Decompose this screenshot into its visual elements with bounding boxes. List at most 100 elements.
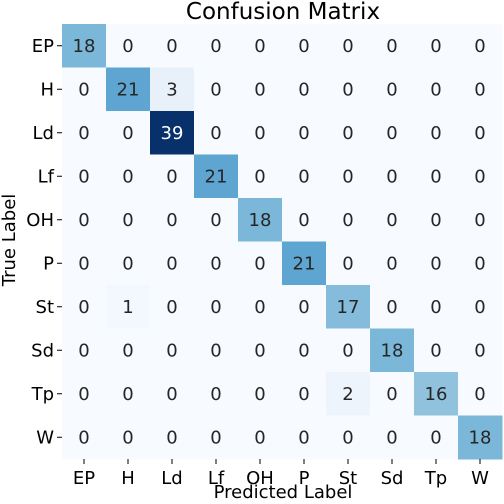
heatmap-cell bbox=[150, 154, 195, 199]
cell-value-label: 0 bbox=[122, 123, 133, 144]
heatmap-cell bbox=[194, 111, 239, 155]
y-tick-label: H bbox=[40, 79, 54, 100]
cell-value-label: 0 bbox=[298, 384, 309, 405]
cell-value-label: 0 bbox=[210, 340, 221, 361]
cell-value-label: 0 bbox=[210, 297, 221, 318]
heatmap-cell bbox=[370, 285, 415, 329]
x-axis-label: Predicted Label bbox=[214, 482, 353, 503]
heatmap-cell bbox=[194, 67, 239, 112]
cell-value-label: 0 bbox=[298, 210, 309, 231]
cell-value-label: 0 bbox=[122, 340, 133, 361]
x-tick-label: Sd bbox=[381, 468, 404, 489]
cell-value-label: 0 bbox=[430, 427, 441, 448]
heatmap-cell bbox=[62, 154, 107, 199]
cell-value-label: 21 bbox=[293, 253, 316, 274]
heatmap-cell bbox=[414, 198, 459, 242]
heatmap-cell bbox=[326, 415, 371, 460]
heatmap-cell bbox=[282, 111, 327, 155]
heatmap-cell bbox=[238, 328, 283, 373]
cell-value-label: 0 bbox=[210, 79, 221, 100]
heatmap-cell bbox=[194, 24, 239, 68]
cell-value-label: 0 bbox=[122, 210, 133, 231]
cell-value-label: 0 bbox=[342, 210, 353, 231]
heatmap-cell bbox=[414, 24, 459, 68]
cell-value-label: 0 bbox=[430, 36, 441, 57]
heatmap-cell bbox=[458, 241, 503, 286]
x-tick-label: Lf bbox=[208, 468, 225, 489]
heatmap-cell bbox=[282, 24, 327, 68]
heatmap-cell bbox=[458, 111, 503, 155]
cell-value-label: 0 bbox=[166, 166, 177, 187]
heatmap-cell bbox=[194, 154, 239, 199]
heatmap-cell bbox=[62, 285, 107, 329]
heatmap-cell bbox=[326, 154, 371, 199]
heatmap-cell bbox=[458, 328, 503, 373]
heatmap-cell bbox=[282, 415, 327, 460]
cell-value-label: 0 bbox=[166, 384, 177, 405]
heatmap-cell bbox=[370, 67, 415, 112]
cell-value-label: 0 bbox=[78, 253, 89, 274]
heatmap-cell bbox=[370, 24, 415, 68]
cell-value-label: 0 bbox=[254, 253, 265, 274]
cell-value-label: 0 bbox=[210, 210, 221, 231]
cell-value-label: 0 bbox=[386, 297, 397, 318]
heatmap-cell bbox=[282, 241, 327, 286]
heatmap-cell bbox=[106, 198, 151, 242]
heatmap-cell bbox=[194, 328, 239, 373]
cell-value-label: 0 bbox=[342, 123, 353, 144]
y-tick-label: OH bbox=[26, 210, 54, 231]
heatmap-cell bbox=[370, 241, 415, 286]
heatmap-cell bbox=[282, 198, 327, 242]
heatmap-cell bbox=[194, 198, 239, 242]
chart-title: Confusion Matrix bbox=[186, 0, 380, 25]
cell-value-label: 0 bbox=[210, 253, 221, 274]
heatmap-cell bbox=[326, 198, 371, 242]
cell-value-label: 0 bbox=[430, 340, 441, 361]
heatmap-cell bbox=[414, 328, 459, 373]
cell-value-label: 0 bbox=[166, 340, 177, 361]
heatmap-cell bbox=[458, 154, 503, 199]
heatmap-cell bbox=[150, 198, 195, 242]
heatmap-cell bbox=[194, 372, 239, 416]
heatmap-cell bbox=[106, 372, 151, 416]
cell-value-label: 0 bbox=[386, 384, 397, 405]
cell-value-label: 0 bbox=[254, 384, 265, 405]
cell-value-label: 0 bbox=[474, 297, 485, 318]
y-tick-label: EP bbox=[32, 36, 54, 57]
heatmap-cell bbox=[150, 24, 195, 68]
heatmap-cell bbox=[326, 241, 371, 286]
heatmap-cell bbox=[370, 372, 415, 416]
heatmap-cell bbox=[238, 24, 283, 68]
cell-value-label: 16 bbox=[425, 384, 448, 405]
cell-value-label: 0 bbox=[78, 79, 89, 100]
cell-value-label: 0 bbox=[474, 79, 485, 100]
cell-value-label: 0 bbox=[298, 123, 309, 144]
cell-value-label: 0 bbox=[210, 123, 221, 144]
cell-value-label: 0 bbox=[342, 36, 353, 57]
heatmap-cell bbox=[414, 241, 459, 286]
y-tick-label: Lf bbox=[38, 166, 55, 187]
heatmap-cell bbox=[238, 67, 283, 112]
cell-value-label: 0 bbox=[474, 166, 485, 187]
y-tick-label: Ld bbox=[33, 123, 54, 144]
cell-value-label: 0 bbox=[78, 123, 89, 144]
cell-value-label: 0 bbox=[210, 36, 221, 57]
heatmap-cell bbox=[62, 111, 107, 155]
heatmap-cell bbox=[62, 328, 107, 373]
y-axis-label: True Label bbox=[0, 194, 20, 288]
cell-value-label: 0 bbox=[254, 297, 265, 318]
heatmap-cell bbox=[238, 154, 283, 199]
cell-value-label: 0 bbox=[474, 210, 485, 231]
heatmap-cell bbox=[106, 111, 151, 155]
heatmap-cell bbox=[282, 285, 327, 329]
heatmap-cell bbox=[62, 372, 107, 416]
cell-value-label: 18 bbox=[249, 210, 272, 231]
cell-value-label: 0 bbox=[254, 166, 265, 187]
heatmap-cell bbox=[106, 67, 151, 112]
cell-value-label: 0 bbox=[430, 79, 441, 100]
cell-value-label: 3 bbox=[166, 79, 177, 100]
heatmap-cell bbox=[62, 24, 107, 68]
heatmap-cell bbox=[106, 415, 151, 460]
cell-value-label: 0 bbox=[254, 340, 265, 361]
